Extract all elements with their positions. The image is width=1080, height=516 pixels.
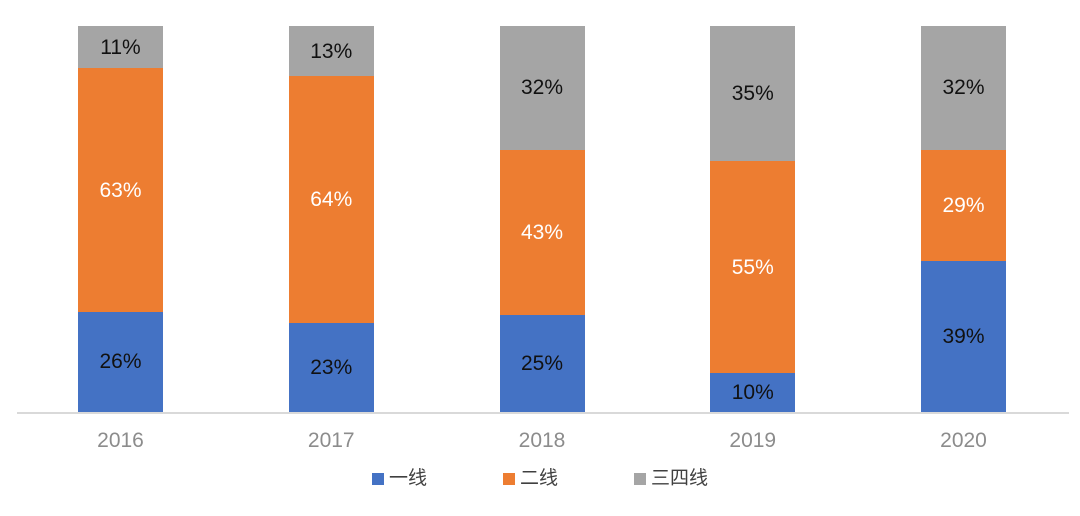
x-axis-line xyxy=(17,412,1069,414)
legend-label: 三四线 xyxy=(651,468,709,489)
bar-2020: 32% 29% 39% xyxy=(921,26,1006,412)
legend: 一线 二线 三四线 xyxy=(0,469,1080,488)
legend-swatch-icon xyxy=(371,472,384,485)
segment-二线-2018: 43% xyxy=(499,149,585,316)
data-label: 39% xyxy=(942,325,985,349)
segment-三四线-2019: 35% xyxy=(710,26,796,162)
data-label: 55% xyxy=(731,255,774,279)
legend-item-二线: 二线 xyxy=(502,468,558,489)
bar-2017: 13% 64% 23% xyxy=(288,26,374,412)
segment-二线-2017: 64% xyxy=(288,76,374,324)
segment-一线-2016: 26% xyxy=(78,311,163,412)
x-tick-2018: 2018 xyxy=(518,429,566,452)
segment-一线-2018: 25% xyxy=(499,315,585,412)
segment-三四线-2020: 32% xyxy=(921,26,1006,150)
plot-area: 11% 63% 26% 13% 64% 23% 32% 43% 25% 35% 55% 10% 32% 2… xyxy=(78,26,1006,412)
data-label: 26% xyxy=(99,350,142,374)
data-label: 32% xyxy=(520,76,564,100)
x-tick-2019: 2019 xyxy=(729,429,777,452)
bar-2019: 35% 55% 10% xyxy=(710,26,796,412)
legend-item-三四线: 三四线 xyxy=(634,469,708,488)
segment-一线-2020: 39% xyxy=(921,261,1006,412)
segment-三四线-2018: 32% xyxy=(499,26,585,150)
data-label: 11% xyxy=(100,35,141,59)
x-tick-2020: 2020 xyxy=(940,429,987,452)
data-label: 64% xyxy=(310,188,353,212)
data-label: 63% xyxy=(99,178,142,202)
bar-2018: 32% 43% 25% xyxy=(499,26,585,412)
segment-三四线-2017: 13% xyxy=(288,26,374,77)
x-tick-2017: 2017 xyxy=(307,429,355,452)
data-label: 25% xyxy=(520,352,564,376)
segment-二线-2020: 29% xyxy=(921,149,1006,262)
legend-label: 二线 xyxy=(519,468,558,489)
bar-2016: 11% 63% 26% xyxy=(78,26,163,412)
legend-swatch-icon xyxy=(502,472,515,485)
segment-二线-2016: 63% xyxy=(78,68,163,312)
data-label: 13% xyxy=(310,39,353,63)
x-tick-2016: 2016 xyxy=(97,429,144,452)
data-label: 35% xyxy=(731,82,774,106)
segment-一线-2017: 23% xyxy=(288,323,374,412)
data-label: 10% xyxy=(731,381,774,405)
data-label: 32% xyxy=(942,76,985,100)
data-label: 23% xyxy=(310,356,353,380)
segment-二线-2019: 55% xyxy=(710,161,796,374)
legend-swatch-icon xyxy=(634,472,646,485)
data-label: 29% xyxy=(942,193,985,217)
legend-item-一线: 一线 xyxy=(371,468,427,489)
legend-label: 一线 xyxy=(388,468,427,489)
segment-一线-2019: 10% xyxy=(710,373,796,412)
segment-三四线-2016: 11% xyxy=(78,26,163,69)
x-axis-tick-labels: 2016 2017 2018 2019 2020 xyxy=(78,429,1006,453)
data-label: 43% xyxy=(520,221,564,244)
